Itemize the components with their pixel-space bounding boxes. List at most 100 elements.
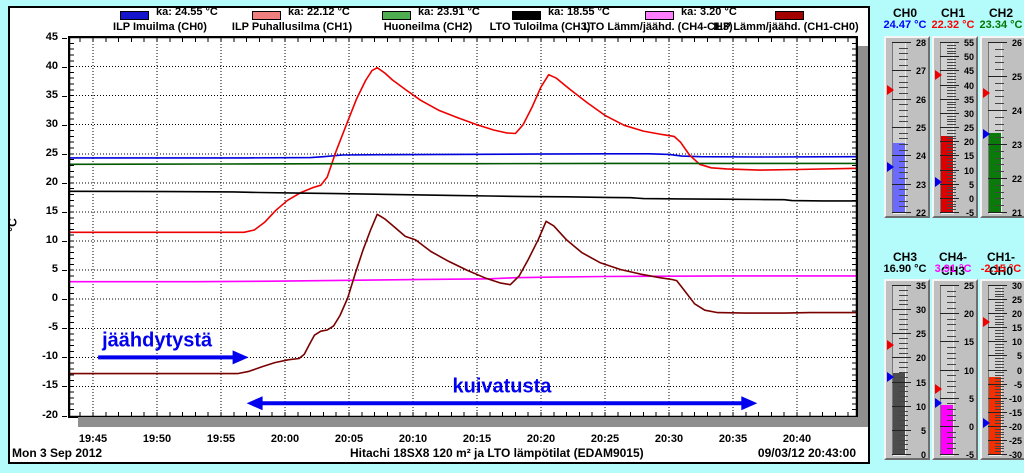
gauge-tick [988,299,1007,301]
status-date: Mon 3 Sep 2012 [12,446,103,460]
gauge-title-ch1-ch0: CH1-CH0 [986,250,1015,278]
gauge-ch4-ch3: 25 20 15 10 5 0 -5 [932,279,978,460]
gauge-tick-label: 15 [915,377,926,388]
gauge-minor-tick [899,161,908,162]
gauge-tick-label: 10 [963,165,974,176]
gauge-tick-label: 28 [915,38,926,48]
gauge-tick-label: 30 [1011,281,1022,291]
gauge-tick [940,84,959,86]
gauge-tick [940,369,959,371]
gauge-minor-tick [995,123,1004,125]
gauge-minor-tick [899,93,908,94]
y-tick-label: 10 [45,234,58,246]
gauge-tick-label: 5 [920,425,926,436]
gauge-minor-tick [899,318,908,320]
gauge-minor-tick [947,90,956,92]
gauge-tick-label: 0 [1016,365,1022,376]
gauge-minor-tick [947,138,956,140]
gauge-minor-tick [995,344,1004,346]
gauge-minor-tick [947,178,956,179]
gauge-minor-tick [947,50,956,52]
gauge-tick [892,381,911,383]
y-tick-mark [62,125,67,126]
gauge-minor-tick [947,132,956,134]
gauge-minor-tick [899,206,908,208]
gauge-tick [892,454,911,455]
gauge-peak-marker-icon [983,88,990,98]
gauge-minor-tick [947,124,956,126]
gauge-low-marker-icon [935,177,942,188]
gauge-tick-label: 23 [915,179,926,190]
gauge-minor-tick [995,310,1004,312]
gauge-tick [892,155,911,157]
y-tick-label: 30 [45,118,58,130]
gauge-minor-tick [995,116,1004,118]
gauge-minor-tick [947,408,956,410]
plot-shadow-right [858,46,868,426]
gauge-minor-tick [947,189,956,191]
gauge-minor-tick [995,103,1004,105]
x-tick-label: 19:50 [142,433,172,445]
gauge-minor-tick [899,104,908,106]
gauge-minor-tick [947,206,956,208]
status-timestamp: 09/03/12 20:43:00 [757,446,856,460]
gauge-minor-tick [995,130,1004,132]
gauge-minor-tick [947,67,956,69]
gauge-tick-label: 10 [1011,337,1022,348]
gauge-minor-tick [899,121,908,123]
gauge-tick-label: 25 [915,123,926,133]
gauge-tick [988,411,1007,413]
gauge-minor-tick [995,316,1004,317]
gauge-tick-label: 5 [968,393,974,404]
gauge-minor-tick [995,55,1004,57]
gauge-minor-tick [995,137,1004,139]
gauge-minor-tick [995,392,1004,393]
plot-shadow-bottom [78,417,868,427]
gauge-minor-tick [899,444,908,446]
gauge-minor-tick [899,59,908,60]
svg-text:kuivatusta: kuivatusta [452,375,552,397]
gauge-minor-tick [947,121,956,123]
y-tick-mark [62,183,67,184]
gauge-minor-tick [947,203,956,205]
legend-swatch [645,11,674,20]
y-tick-mark [62,270,67,271]
gauge-minor-tick [899,342,908,344]
gauge-tick-label: -10 [1008,393,1022,404]
gauge-value-ch0: 24.47 °C [883,19,927,31]
gauge-minor-tick [899,410,908,412]
gauge-tick [892,70,911,72]
gauge-tick-label: -5 [965,450,974,460]
gauge-tick-label: 35 [963,94,974,105]
gauge-title-ch1: CH1 [940,6,965,20]
gauge-tick [940,112,959,114]
gauge-minor-tick [899,386,908,388]
gauge-minor-tick [995,386,1004,388]
y-tick-mark [62,212,67,213]
gauge-minor-tick [899,415,908,417]
gauge-minor-tick [947,403,956,405]
x-tick-label: 19:45 [78,433,108,445]
gauge-tick [988,178,1007,179]
y-tick-label: 15 [45,205,58,217]
x-tick-label: 20:20 [526,433,556,445]
gauge-tick-label: 22 [915,208,926,218]
gauge-minor-tick [947,392,956,393]
gauge-minor-tick [995,296,1004,298]
gauge-minor-tick [947,200,956,202]
gauge-title-ch4-ch3: CH4-CH3 [938,250,967,278]
legend-series-name: ILP Puhallusilma (CH1) [231,21,353,33]
gauge-tick-label: 23 [1011,140,1022,150]
gauge-tick [940,212,959,213]
legend-average-value: ka: 22.12 °C [288,6,350,18]
gauge-tick-label: 26 [1011,38,1022,48]
gauge-tick [940,141,959,143]
gauge-minor-tick [899,425,908,426]
gauge-minor-tick [899,338,908,340]
gauge-tick [988,355,1007,357]
gauge-tick-label: 15 [963,337,974,348]
gauge-tick-label: 24 [915,151,926,162]
gauge-minor-tick [947,330,956,332]
gauge-tick-label: 20 [915,353,926,364]
gauge-minor-tick [899,53,908,55]
